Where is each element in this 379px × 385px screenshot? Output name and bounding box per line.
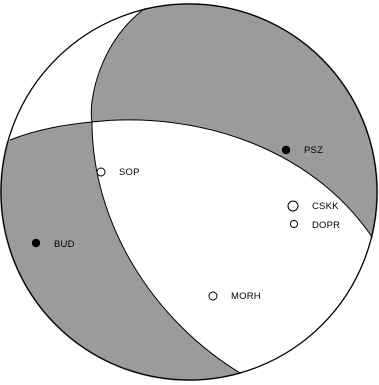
nodal-plane-b — [9, 119, 378, 249]
station-cskk: CSKK — [287, 200, 339, 212]
station-morh: MORH — [208, 291, 261, 302]
station-bud: BUD — [31, 238, 75, 250]
station-label: PSZ — [304, 145, 323, 156]
station-label: DOPR — [312, 220, 340, 231]
polarity-down-marker — [289, 219, 299, 229]
station-dopr: DOPR — [289, 219, 340, 231]
focal-sphere-outline — [0, 3, 378, 381]
station-sop: SOP — [96, 167, 140, 178]
station-psz: PSZ — [281, 145, 323, 156]
station-label: BUD — [54, 239, 75, 250]
polarity-down-marker — [96, 167, 106, 177]
polarity-down-marker — [287, 200, 299, 212]
nodal-plane-a — [90, 5, 246, 377]
station-label: SOP — [119, 167, 140, 178]
polarity-up-marker — [31, 238, 41, 248]
polarity-up-marker — [281, 145, 291, 155]
station-label: CSKK — [312, 201, 339, 212]
station-label: MORH — [231, 291, 261, 302]
polarity-down-marker — [208, 291, 218, 301]
